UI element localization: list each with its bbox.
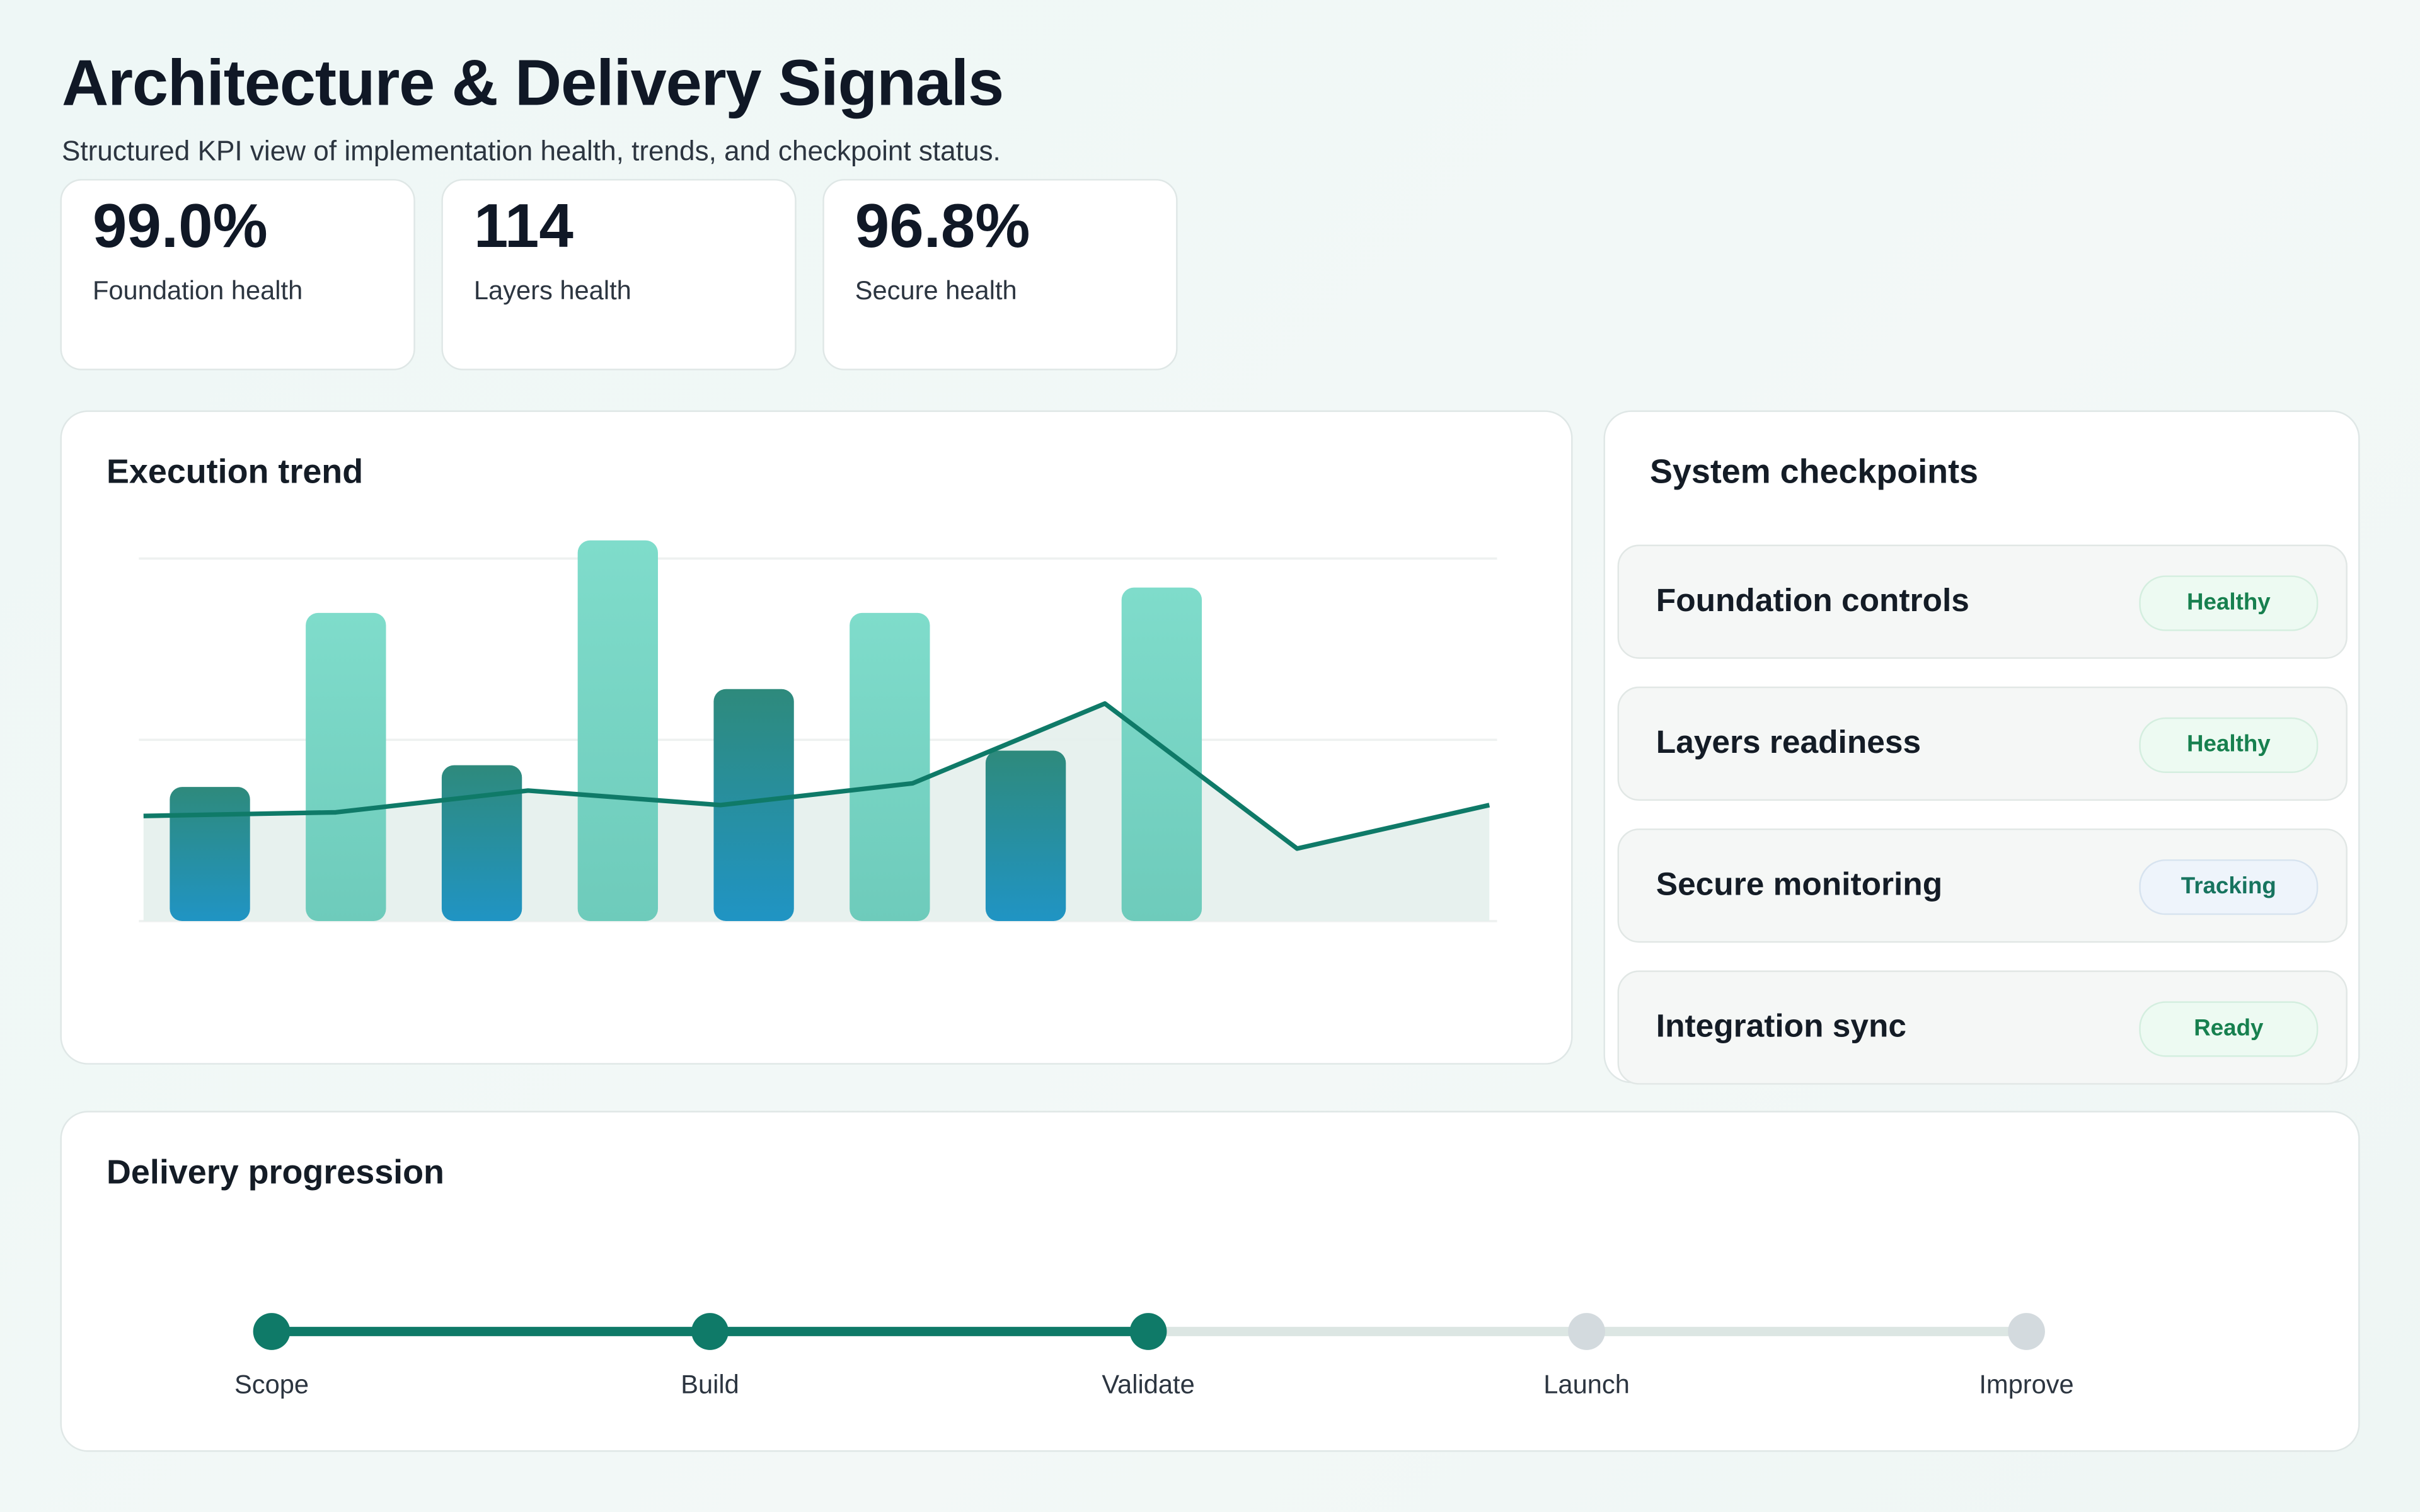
step-label-scope: Scope: [234, 1370, 309, 1400]
page-title: Architecture & Delivery Signals: [61, 46, 1004, 119]
bar: [170, 787, 250, 922]
kpi-value: 96.8%: [855, 193, 1030, 261]
kpi-card-layers: 114 Layers health: [441, 179, 797, 370]
checkpoint-name: Layers readiness: [1656, 725, 1922, 761]
delivery-progression-card: Delivery progression: [60, 1111, 2360, 1452]
step-dot: [1129, 1313, 1167, 1350]
system-checkpoints-card: System checkpoints Foundation controls H…: [1603, 410, 2360, 1085]
step-dot: [1568, 1313, 1605, 1350]
status-badge: Healthy: [2139, 575, 2319, 631]
kpi-label: Secure health: [855, 276, 1017, 306]
progression-title: Delivery progression: [106, 1152, 445, 1191]
bar: [850, 612, 930, 922]
execution-trend-title: Execution trend: [106, 452, 364, 491]
checkpoint-name: Secure monitoring: [1656, 867, 1943, 903]
step-dot: [2008, 1313, 2045, 1350]
checkpoint-name: Foundation controls: [1656, 583, 1969, 619]
bar: [441, 765, 522, 922]
checkpoint-row[interactable]: Layers readiness Healthy: [1617, 686, 2348, 801]
checkpoint-row[interactable]: Integration sync Ready: [1617, 970, 2348, 1085]
kpi-label: Layers health: [473, 276, 631, 306]
status-badge: Ready: [2139, 1001, 2319, 1057]
step-dot: [253, 1313, 291, 1350]
step-label-improve: Improve: [1979, 1370, 2074, 1400]
kpi-value: 99.0%: [92, 193, 268, 261]
bar: [713, 689, 794, 922]
kpi-value: 114: [473, 193, 573, 261]
step-label-validate: Validate: [1102, 1370, 1195, 1400]
bar: [1121, 587, 1202, 922]
bar: [306, 612, 386, 922]
kpi-label: Foundation health: [92, 276, 303, 306]
kpi-card-secure: 96.8% Secure health: [822, 179, 1178, 370]
page-subtitle: Structured KPI view of implementation he…: [61, 135, 1001, 167]
checkpoint-row[interactable]: Foundation controls Healthy: [1617, 544, 2348, 659]
trend-line: [143, 701, 1490, 851]
checkpoint-row[interactable]: Secure monitoring Tracking: [1617, 828, 2348, 943]
status-badge: Tracking: [2139, 859, 2319, 915]
step-dot: [691, 1313, 729, 1350]
checkpoint-name: Integration sync: [1656, 1009, 1907, 1045]
bar: [577, 540, 659, 922]
step-label-build: Build: [681, 1370, 739, 1400]
kpi-card-foundation: 99.0% Foundation health: [60, 179, 415, 370]
status-badge: Healthy: [2139, 717, 2319, 773]
bar: [985, 750, 1066, 922]
checkpoints-title: System checkpoints: [1649, 452, 1979, 491]
step-label-launch: Launch: [1543, 1370, 1630, 1400]
